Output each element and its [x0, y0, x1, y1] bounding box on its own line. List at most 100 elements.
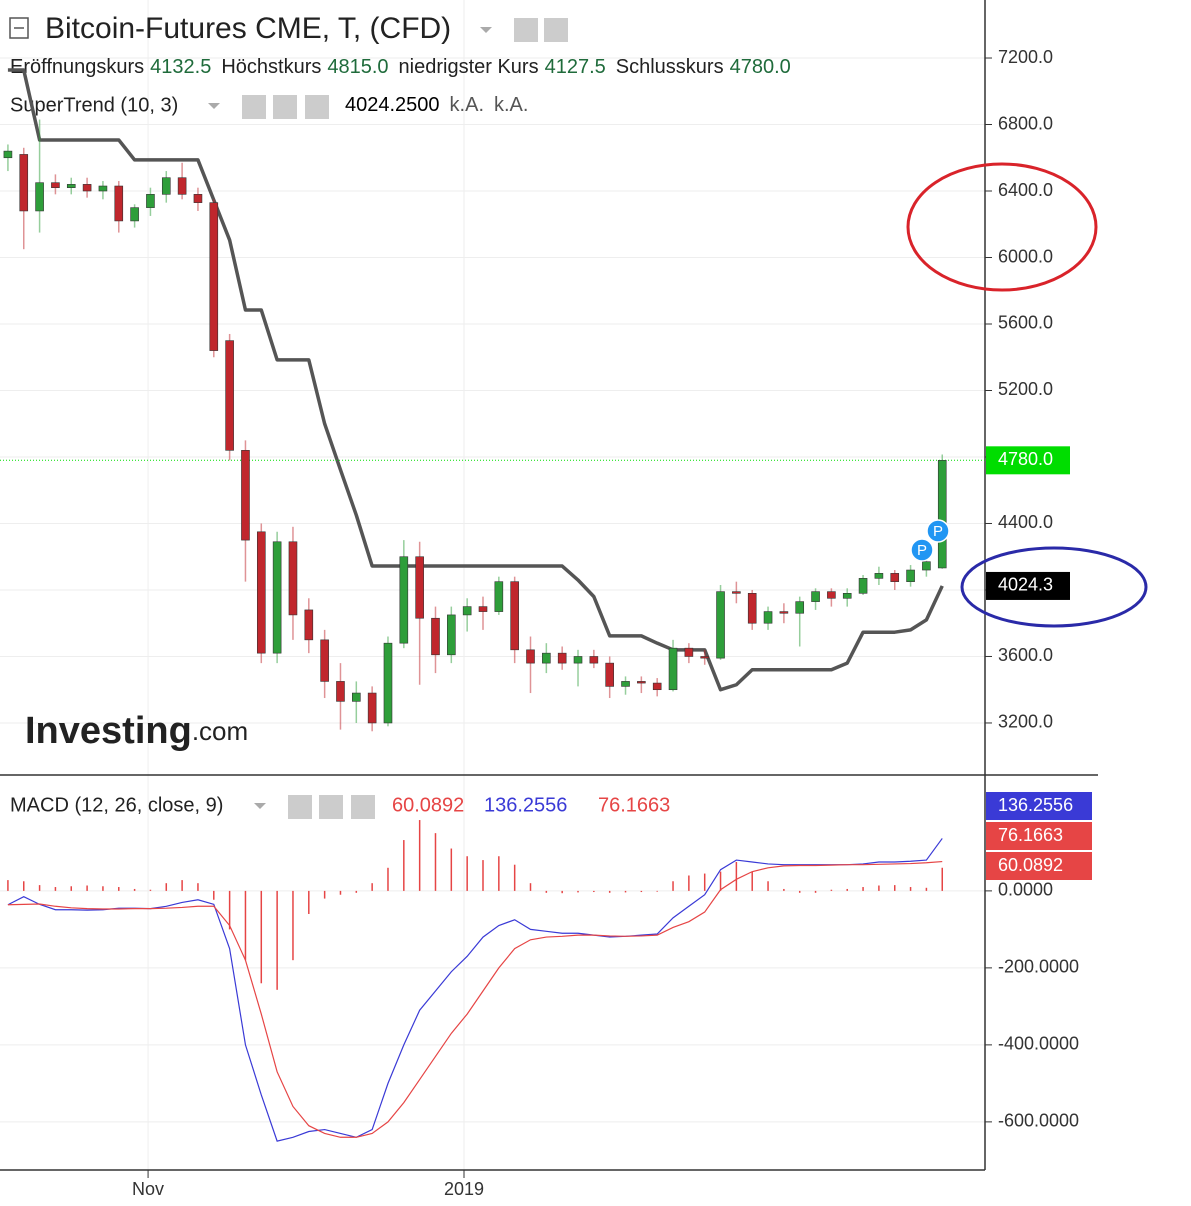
remove-icon[interactable]: [351, 795, 375, 819]
candle-body: [146, 194, 155, 208]
value-badge-label: 4024.3: [998, 575, 1053, 595]
value-badge: [986, 792, 1092, 820]
y-tick-label: 3600.0: [998, 645, 1053, 665]
candle-body: [177, 177, 187, 195]
candle-body: [82, 184, 92, 192]
candle-body: [779, 611, 789, 614]
ohlc-value: 4780.0: [730, 56, 791, 78]
candle-body: [383, 642, 393, 724]
y-tick-label: 3200.0: [998, 712, 1053, 732]
settings-icon[interactable]: [273, 95, 297, 119]
ohlc-value: 4132.5: [150, 56, 211, 78]
y-tick-label: -600.0000: [998, 1111, 1079, 1131]
x-tick-label: 2019: [444, 1179, 484, 1199]
candle-body: [19, 154, 29, 212]
legend-value: 136.2556: [484, 794, 567, 816]
y-tick-label: 6400.0: [998, 180, 1053, 200]
y-tick-label: -400.0000: [998, 1034, 1079, 1054]
candle-body: [763, 611, 773, 624]
settings-icon[interactable]: [319, 795, 343, 819]
value-badge-label: 4780.0: [998, 449, 1053, 469]
candle-body: [937, 460, 947, 569]
x-tick-label: Nov: [132, 1179, 164, 1199]
candle-body: [256, 531, 266, 654]
dropdown-icon[interactable]: [254, 803, 266, 809]
candle-body: [621, 681, 630, 687]
marker-label: P: [933, 523, 943, 540]
candle-body: [890, 573, 900, 582]
candle-body: [510, 581, 519, 651]
value-badge-label: 76.1663: [998, 825, 1063, 845]
marker-label: P: [917, 542, 927, 559]
y-tick-label: 4400.0: [998, 512, 1053, 532]
ohlc-value: 4127.5: [545, 56, 606, 78]
grid: [0, 0, 985, 1170]
value-badge: [986, 446, 1070, 475]
candle-body: [637, 681, 646, 684]
y-tick-label: 5200.0: [998, 379, 1053, 399]
settings-icon[interactable]: [544, 18, 568, 42]
candle-body: [114, 185, 124, 222]
dropdown-icon[interactable]: [208, 103, 220, 109]
visibility-icon[interactable]: [514, 18, 538, 42]
watermark-main: Investing: [25, 710, 192, 752]
candle-body: [431, 617, 440, 656]
candle-body: [732, 591, 741, 594]
remove-icon[interactable]: [305, 95, 329, 119]
highlight-ellipse: [960, 546, 1148, 628]
chart-title: Bitcoin-Futures CME, T, (CFD): [45, 12, 451, 45]
indicator-values: 4024.2500 k.A. k.A.: [345, 94, 528, 116]
indicator-name: SuperTrend (10, 3): [10, 94, 178, 116]
candle-body: [684, 647, 694, 657]
legend-value: 60.0892: [392, 794, 464, 816]
candle-body: [66, 184, 76, 188]
ohlc-name: Eröffnungskurs: [10, 56, 144, 78]
candle-body: [399, 556, 409, 644]
candle-body: [320, 639, 329, 682]
y-tick-label: 0.0000: [998, 880, 1053, 900]
value-badge: [986, 852, 1092, 880]
legend-value: 76.1663: [598, 794, 670, 816]
ohlc-name: Schlusskurs: [616, 56, 724, 78]
candle-body: [827, 591, 836, 599]
candle-body: [352, 692, 361, 702]
candle-body: [811, 591, 820, 602]
watermark: Investing.com: [25, 710, 248, 752]
candle-body: [605, 662, 614, 687]
candle-body: [542, 652, 551, 664]
candle-body: [922, 561, 931, 571]
ohlc-name: Höchstkurs: [221, 56, 321, 78]
macd-name: MACD (12, 26, close, 9): [10, 794, 223, 816]
y-tick-label: 5600.0: [998, 313, 1053, 333]
candle-body: [241, 450, 250, 541]
y-tick-label: 6800.0: [998, 113, 1053, 133]
candle-body: [447, 614, 456, 656]
marker: [910, 538, 934, 562]
candle-body: [367, 692, 377, 724]
indicator-value: k.A.: [450, 94, 484, 116]
candle-body: [130, 207, 139, 222]
macd-line: [7, 838, 943, 1142]
candle-body: [98, 185, 108, 192]
collapse-icon[interactable]: [9, 17, 29, 39]
candle-body: [652, 682, 662, 691]
visibility-icon[interactable]: [288, 795, 312, 819]
dropdown-icon[interactable]: [480, 27, 492, 33]
ohlc-name: niedrigster Kurs: [399, 56, 539, 78]
candle-body: [557, 652, 567, 664]
candle-body: [415, 556, 424, 619]
ohlc-legend: Eröffnungskurs 4132.5 Höchstkurs 4815.0 nied…: [10, 56, 791, 78]
indicator-value: 4024.2500: [345, 94, 440, 116]
candle-body: [700, 656, 710, 659]
visibility-icon[interactable]: [242, 95, 266, 119]
y-tick-label: 6000.0: [998, 246, 1053, 266]
candle-body: [462, 606, 472, 616]
value-badge-label: 60.0892: [998, 855, 1063, 875]
y-tick-label: 7200.0: [998, 47, 1053, 67]
candle-body: [35, 182, 44, 212]
macd-line: [7, 860, 943, 1138]
candle-body: [304, 609, 314, 641]
candle-body: [747, 593, 757, 624]
